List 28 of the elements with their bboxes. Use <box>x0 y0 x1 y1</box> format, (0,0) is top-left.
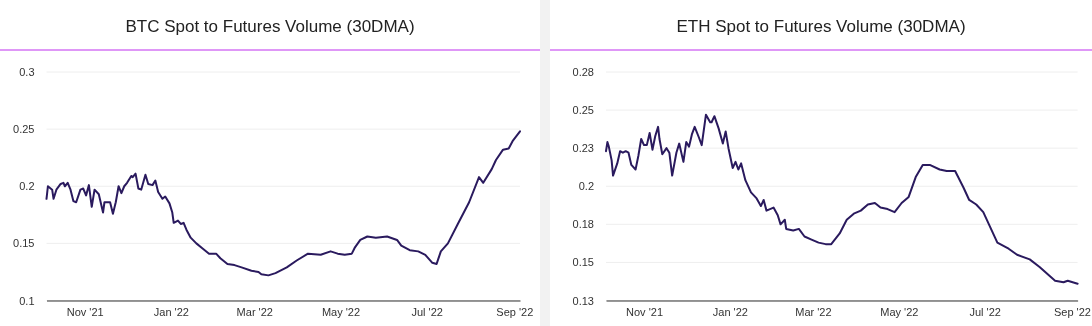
y-tick-label: 0.1 <box>19 294 35 307</box>
x-tick-label: May '22 <box>321 306 361 319</box>
y-tick-label: 0.23 <box>572 142 594 155</box>
x-tick-label: Jan '22 <box>712 306 748 319</box>
y-tick-label: 0.18 <box>572 218 594 231</box>
y-tick-label: 0.2 <box>19 180 35 193</box>
y-tick-label: 0.15 <box>13 237 35 250</box>
x-tick-label: Jan '22 <box>153 306 189 319</box>
y-tick-label: 0.13 <box>572 294 594 307</box>
y-tick-label: 0.25 <box>572 104 594 117</box>
y-tick-label: 0.2 <box>578 180 594 193</box>
y-tick-label: 0.25 <box>13 123 35 136</box>
x-tick-label: Sep '22 <box>496 306 534 319</box>
y-tick-label: 0.15 <box>572 256 594 269</box>
x-tick-label: Nov '21 <box>66 306 104 319</box>
y-tick-label: 0.3 <box>19 66 35 79</box>
chart-title: BTC Spot to Futures Volume (30DMA) <box>125 17 415 36</box>
x-tick-label: May '22 <box>880 306 919 319</box>
x-tick-label: Jul '22 <box>411 306 443 319</box>
line-series <box>605 113 1079 285</box>
line-series <box>45 130 521 277</box>
x-tick-label: Jul '22 <box>969 306 1001 319</box>
x-tick-label: Nov '21 <box>626 306 663 319</box>
y-tick-label: 0.28 <box>572 66 594 79</box>
x-tick-label: Mar '22 <box>236 306 273 319</box>
chart-title: ETH Spot to Futures Volume (30DMA) <box>676 17 966 36</box>
x-tick-label: Sep '22 <box>1053 306 1091 319</box>
x-tick-label: Mar '22 <box>795 306 832 319</box>
